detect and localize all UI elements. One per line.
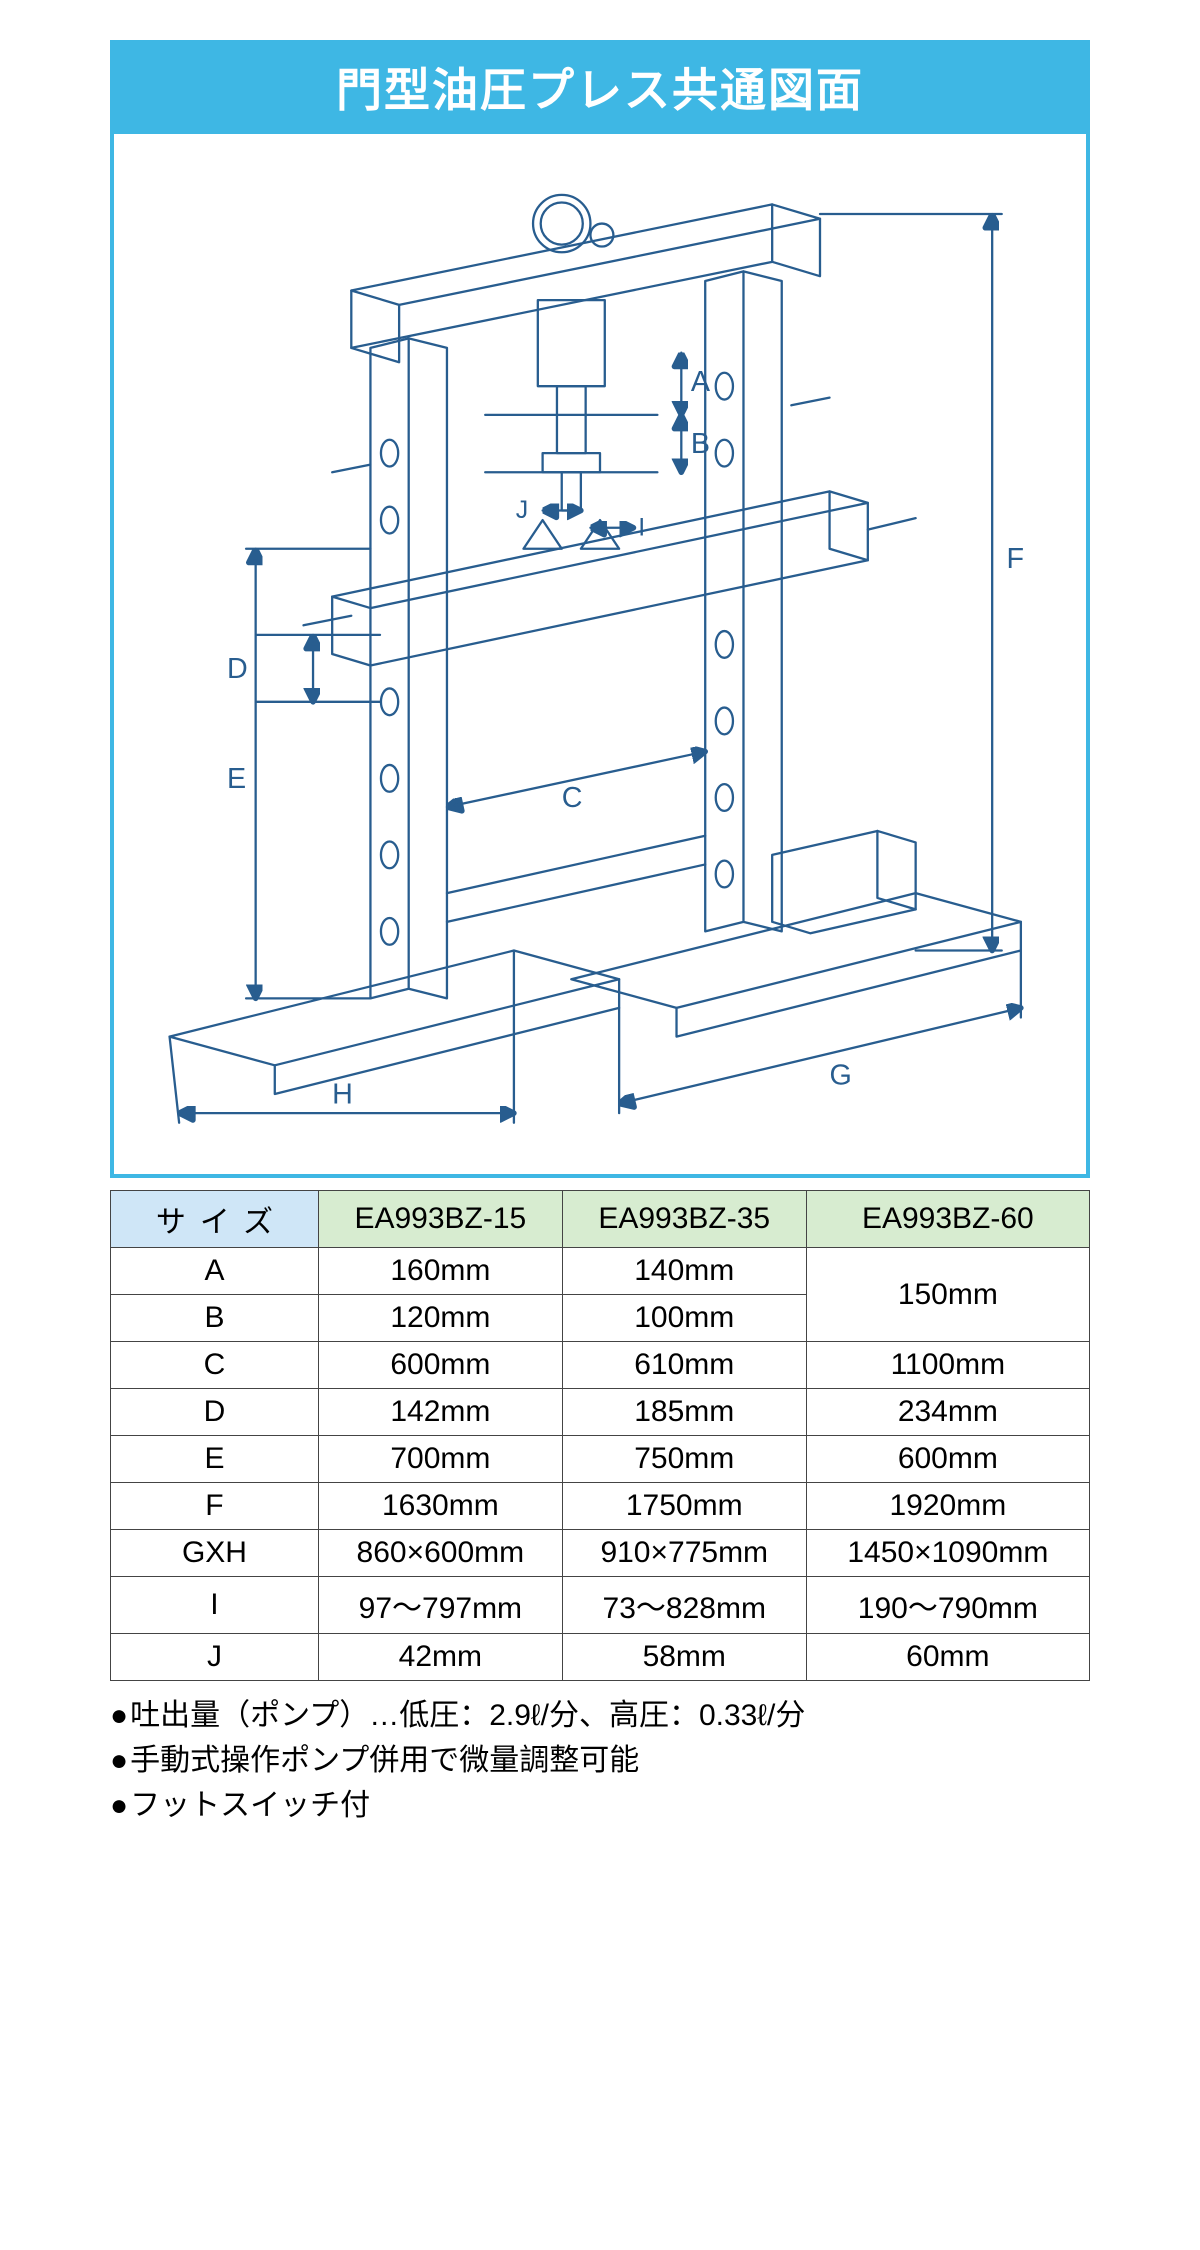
dim-value: 160mm bbox=[318, 1248, 562, 1295]
press-diagram: F E D C G bbox=[160, 164, 1040, 1144]
note-item: 吐出量（ポンプ）…低圧：2.9ℓ/分、高圧：0.33ℓ/分 bbox=[110, 1693, 1090, 1738]
model-header: EA993BZ-60 bbox=[806, 1191, 1089, 1248]
dim-value: 1100mm bbox=[806, 1342, 1089, 1389]
model-header: EA993BZ-35 bbox=[562, 1191, 806, 1248]
table-row: A 160mm 140mm 150mm bbox=[111, 1248, 1090, 1295]
model-header: EA993BZ-15 bbox=[318, 1191, 562, 1248]
dim-value: 97～797mm bbox=[318, 1577, 562, 1634]
dim-value: 120mm bbox=[318, 1295, 562, 1342]
dim-value: 1750mm bbox=[562, 1483, 806, 1530]
dim-label: E bbox=[111, 1436, 319, 1483]
spec-table: サイズ EA993BZ-15 EA993BZ-35 EA993BZ-60 A 1… bbox=[110, 1190, 1090, 1681]
table-row: D 142mm 185mm 234mm bbox=[111, 1389, 1090, 1436]
svg-text:H: H bbox=[332, 1079, 353, 1111]
dim-value: 234mm bbox=[806, 1389, 1089, 1436]
svg-text:I: I bbox=[638, 513, 645, 541]
dim-label: I bbox=[111, 1577, 319, 1634]
table-row: F 1630mm 1750mm 1920mm bbox=[111, 1483, 1090, 1530]
notes-list: 吐出量（ポンプ）…低圧：2.9ℓ/分、高圧：0.33ℓ/分 手動式操作ポンプ併用… bbox=[110, 1693, 1090, 1828]
svg-text:B: B bbox=[691, 428, 710, 460]
dim-value: 600mm bbox=[806, 1436, 1089, 1483]
dim-value: 600mm bbox=[318, 1342, 562, 1389]
table-row: I 97～797mm 73～828mm 190～790mm bbox=[111, 1577, 1090, 1634]
dim-value: 1920mm bbox=[806, 1483, 1089, 1530]
dim-value: 910×775mm bbox=[562, 1530, 806, 1577]
dim-value: 73～828mm bbox=[562, 1577, 806, 1634]
note-item: 手動式操作ポンプ併用で微量調整可能 bbox=[110, 1738, 1090, 1783]
dim-value: 60mm bbox=[806, 1634, 1089, 1681]
dim-value: 42mm bbox=[318, 1634, 562, 1681]
diagram-frame: F E D C G bbox=[110, 134, 1090, 1178]
dim-value: 860×600mm bbox=[318, 1530, 562, 1577]
size-header: サイズ bbox=[111, 1191, 319, 1248]
dim-value: 150mm bbox=[806, 1248, 1089, 1342]
dim-value: 1450×1090mm bbox=[806, 1530, 1089, 1577]
dim-value: 142mm bbox=[318, 1389, 562, 1436]
dim-value: 140mm bbox=[562, 1248, 806, 1295]
dim-value: 185mm bbox=[562, 1389, 806, 1436]
dim-label: B bbox=[111, 1295, 319, 1342]
dim-label: C bbox=[111, 1342, 319, 1389]
dim-label: GXH bbox=[111, 1530, 319, 1577]
table-row: J 42mm 58mm 60mm bbox=[111, 1634, 1090, 1681]
dim-label: J bbox=[111, 1634, 319, 1681]
svg-text:G: G bbox=[830, 1059, 852, 1091]
dim-label: F bbox=[111, 1483, 319, 1530]
table-header-row: サイズ EA993BZ-15 EA993BZ-35 EA993BZ-60 bbox=[111, 1191, 1090, 1248]
table-row: E 700mm 750mm 600mm bbox=[111, 1436, 1090, 1483]
dim-value: 610mm bbox=[562, 1342, 806, 1389]
spec-sheet: 門型油圧プレス共通図面 bbox=[110, 40, 1090, 1828]
svg-text:A: A bbox=[691, 366, 711, 398]
dim-value: 750mm bbox=[562, 1436, 806, 1483]
svg-text:J: J bbox=[516, 496, 528, 524]
title-bar: 門型油圧プレス共通図面 bbox=[110, 40, 1090, 134]
table-row: C 600mm 610mm 1100mm bbox=[111, 1342, 1090, 1389]
dim-label: D bbox=[111, 1389, 319, 1436]
dim-value: 190～790mm bbox=[806, 1577, 1089, 1634]
dim-value: 58mm bbox=[562, 1634, 806, 1681]
svg-text:D: D bbox=[227, 653, 248, 685]
table-row: GXH 860×600mm 910×775mm 1450×1090mm bbox=[111, 1530, 1090, 1577]
svg-text:F: F bbox=[1007, 543, 1025, 575]
title-text: 門型油圧プレス共通図面 bbox=[336, 64, 864, 116]
dim-value: 1630mm bbox=[318, 1483, 562, 1530]
dim-value: 100mm bbox=[562, 1295, 806, 1342]
dim-label: A bbox=[111, 1248, 319, 1295]
svg-text:C: C bbox=[562, 782, 583, 814]
dim-value: 700mm bbox=[318, 1436, 562, 1483]
svg-text:E: E bbox=[227, 763, 246, 795]
note-item: フットスイッチ付 bbox=[110, 1783, 1090, 1828]
